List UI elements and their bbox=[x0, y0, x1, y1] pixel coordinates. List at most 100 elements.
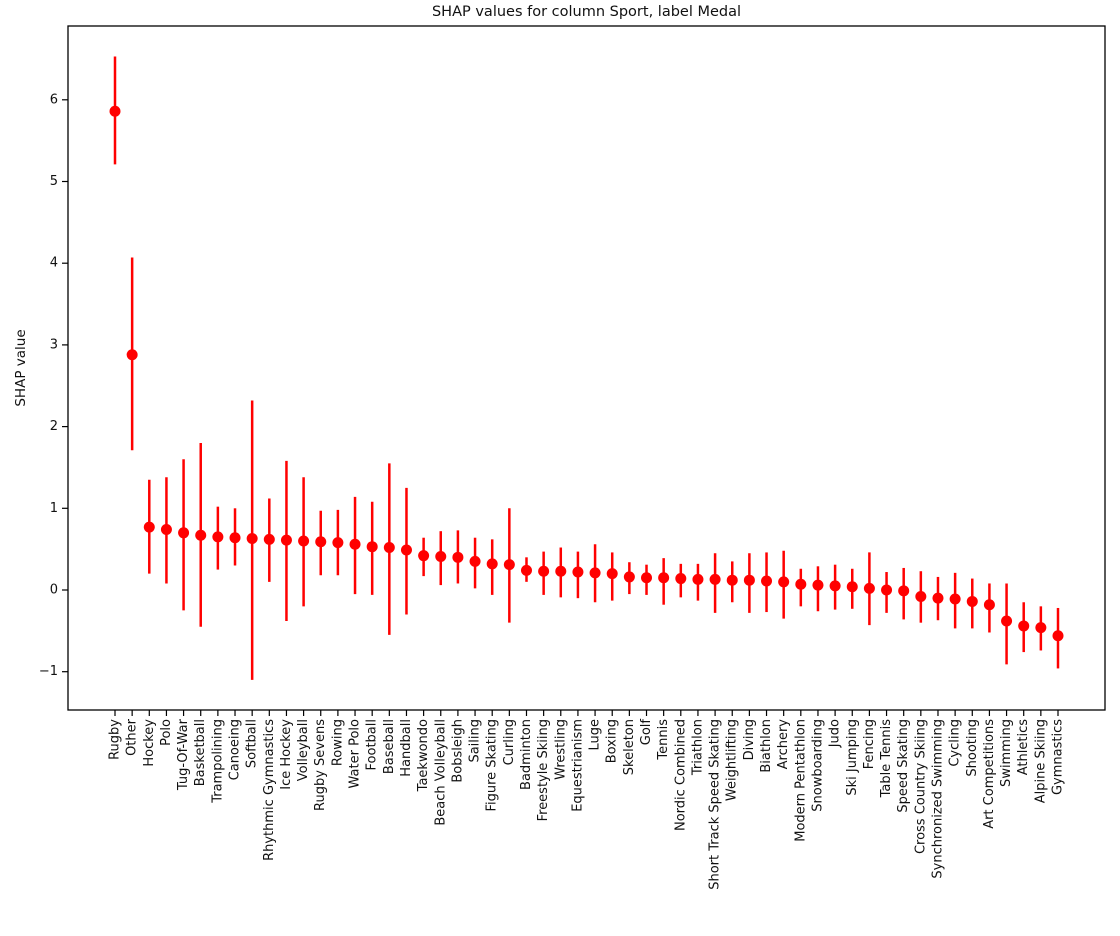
x-tick-label: Alpine Skiing bbox=[1033, 719, 1048, 803]
x-tick-label: Athletics bbox=[1016, 719, 1031, 775]
y-tick-label: 0 bbox=[50, 583, 58, 598]
x-tick-label: Swimming bbox=[999, 719, 1014, 787]
x-tick-label: Speed Skating bbox=[896, 719, 911, 813]
y-tick-label: 5 bbox=[50, 174, 58, 189]
data-point bbox=[881, 584, 893, 596]
x-tick-label: Short Track Speed Skating bbox=[708, 719, 723, 890]
x-tick-label: Rugby Sevens bbox=[313, 719, 328, 811]
data-point bbox=[589, 567, 601, 579]
data-point bbox=[932, 592, 944, 604]
data-point bbox=[469, 555, 481, 567]
x-tick-label: Trampolining bbox=[210, 719, 225, 804]
x-tick-label: Handball bbox=[399, 719, 414, 777]
data-point bbox=[246, 533, 258, 545]
data-point bbox=[795, 578, 807, 590]
x-tick-label: Golf bbox=[639, 719, 654, 746]
data-point bbox=[263, 533, 275, 545]
data-point bbox=[1052, 630, 1064, 642]
data-point bbox=[949, 593, 961, 605]
x-tick-label: Gymnastics bbox=[1051, 719, 1066, 795]
data-point bbox=[1001, 615, 1013, 627]
data-point bbox=[332, 537, 344, 549]
data-point bbox=[555, 565, 567, 577]
data-point bbox=[486, 558, 498, 570]
x-tick-label: Diving bbox=[742, 719, 757, 760]
x-tick-label: Badminton bbox=[519, 719, 534, 790]
data-point bbox=[812, 579, 824, 591]
data-point bbox=[503, 559, 515, 571]
data-point bbox=[709, 573, 721, 585]
data-point bbox=[400, 544, 412, 556]
y-tick-label: 1 bbox=[50, 501, 58, 516]
x-tick-label: Synchronized Swimming bbox=[930, 719, 945, 879]
x-tick-label: Tug-Of-War bbox=[176, 718, 191, 791]
data-point bbox=[846, 581, 858, 593]
data-point bbox=[109, 105, 121, 117]
x-tick-label: Ski Jumping bbox=[845, 719, 860, 796]
x-tick-label: Modern Pentathlon bbox=[793, 719, 808, 842]
x-tick-label: Other bbox=[125, 718, 140, 756]
data-point bbox=[126, 349, 138, 361]
x-tick-label: Skeleton bbox=[622, 719, 637, 775]
x-tick-label: Fencing bbox=[862, 719, 877, 769]
data-point bbox=[675, 573, 687, 585]
data-point bbox=[743, 574, 755, 586]
x-tick-label: Biathlon bbox=[759, 719, 774, 773]
data-point bbox=[983, 599, 995, 611]
data-point bbox=[726, 574, 738, 586]
data-point bbox=[966, 595, 978, 607]
data-point bbox=[761, 575, 773, 587]
x-tick-label: Weightlifting bbox=[725, 719, 740, 801]
x-tick-label: Judo bbox=[828, 719, 843, 748]
data-point bbox=[452, 551, 464, 563]
data-point bbox=[195, 529, 207, 541]
x-tick-label: Ice Hockey bbox=[279, 719, 294, 790]
y-tick-label: 4 bbox=[50, 256, 58, 271]
data-point bbox=[366, 541, 378, 553]
x-tick-label: Triathlon bbox=[690, 719, 705, 776]
data-point bbox=[898, 585, 910, 597]
x-tick-label: Freestyle Skiing bbox=[536, 719, 551, 821]
plot-border bbox=[67, 25, 1106, 711]
x-tick-label: Table Tennis bbox=[879, 719, 894, 799]
x-tick-label: Luge bbox=[588, 719, 603, 751]
data-point bbox=[418, 550, 430, 562]
data-point bbox=[538, 565, 550, 577]
x-tick-label: Rowing bbox=[330, 719, 345, 766]
data-point bbox=[915, 591, 927, 603]
data-point bbox=[623, 571, 635, 583]
y-tick-label: 3 bbox=[50, 337, 58, 352]
x-tick-label: Equestrianism bbox=[570, 719, 585, 812]
data-point bbox=[1018, 620, 1030, 632]
data-point bbox=[863, 582, 875, 594]
data-point bbox=[520, 564, 532, 576]
data-point bbox=[349, 538, 361, 550]
data-point bbox=[212, 531, 224, 543]
x-tick-label: Water Polo bbox=[348, 719, 363, 789]
x-tick-label: Wrestling bbox=[553, 719, 568, 780]
data-point bbox=[778, 576, 790, 588]
data-point bbox=[143, 521, 155, 533]
x-tick-label: Football bbox=[365, 719, 380, 770]
data-point bbox=[435, 551, 447, 563]
x-tick-label: Tennis bbox=[656, 719, 671, 761]
x-tick-label: Art Competitions bbox=[982, 719, 997, 829]
x-tick-label: Curling bbox=[502, 719, 517, 765]
x-tick-label: Archery bbox=[776, 719, 791, 770]
x-tick-label: Snowboarding bbox=[810, 719, 825, 812]
x-tick-label: Taekwondo bbox=[416, 719, 431, 792]
data-point bbox=[829, 580, 841, 592]
x-tick-label: Basketball bbox=[193, 719, 208, 786]
x-tick-label: Nordic Combined bbox=[673, 719, 688, 831]
data-point bbox=[606, 568, 618, 580]
data-point bbox=[160, 524, 172, 536]
data-point bbox=[641, 572, 653, 584]
x-tick-label: Volleyball bbox=[296, 719, 311, 781]
data-point bbox=[1035, 622, 1047, 634]
data-point bbox=[229, 532, 241, 544]
x-tick-label: Boxing bbox=[605, 719, 620, 763]
x-tick-label: Sailing bbox=[468, 719, 483, 763]
x-tick-label: Canoeing bbox=[228, 719, 243, 780]
